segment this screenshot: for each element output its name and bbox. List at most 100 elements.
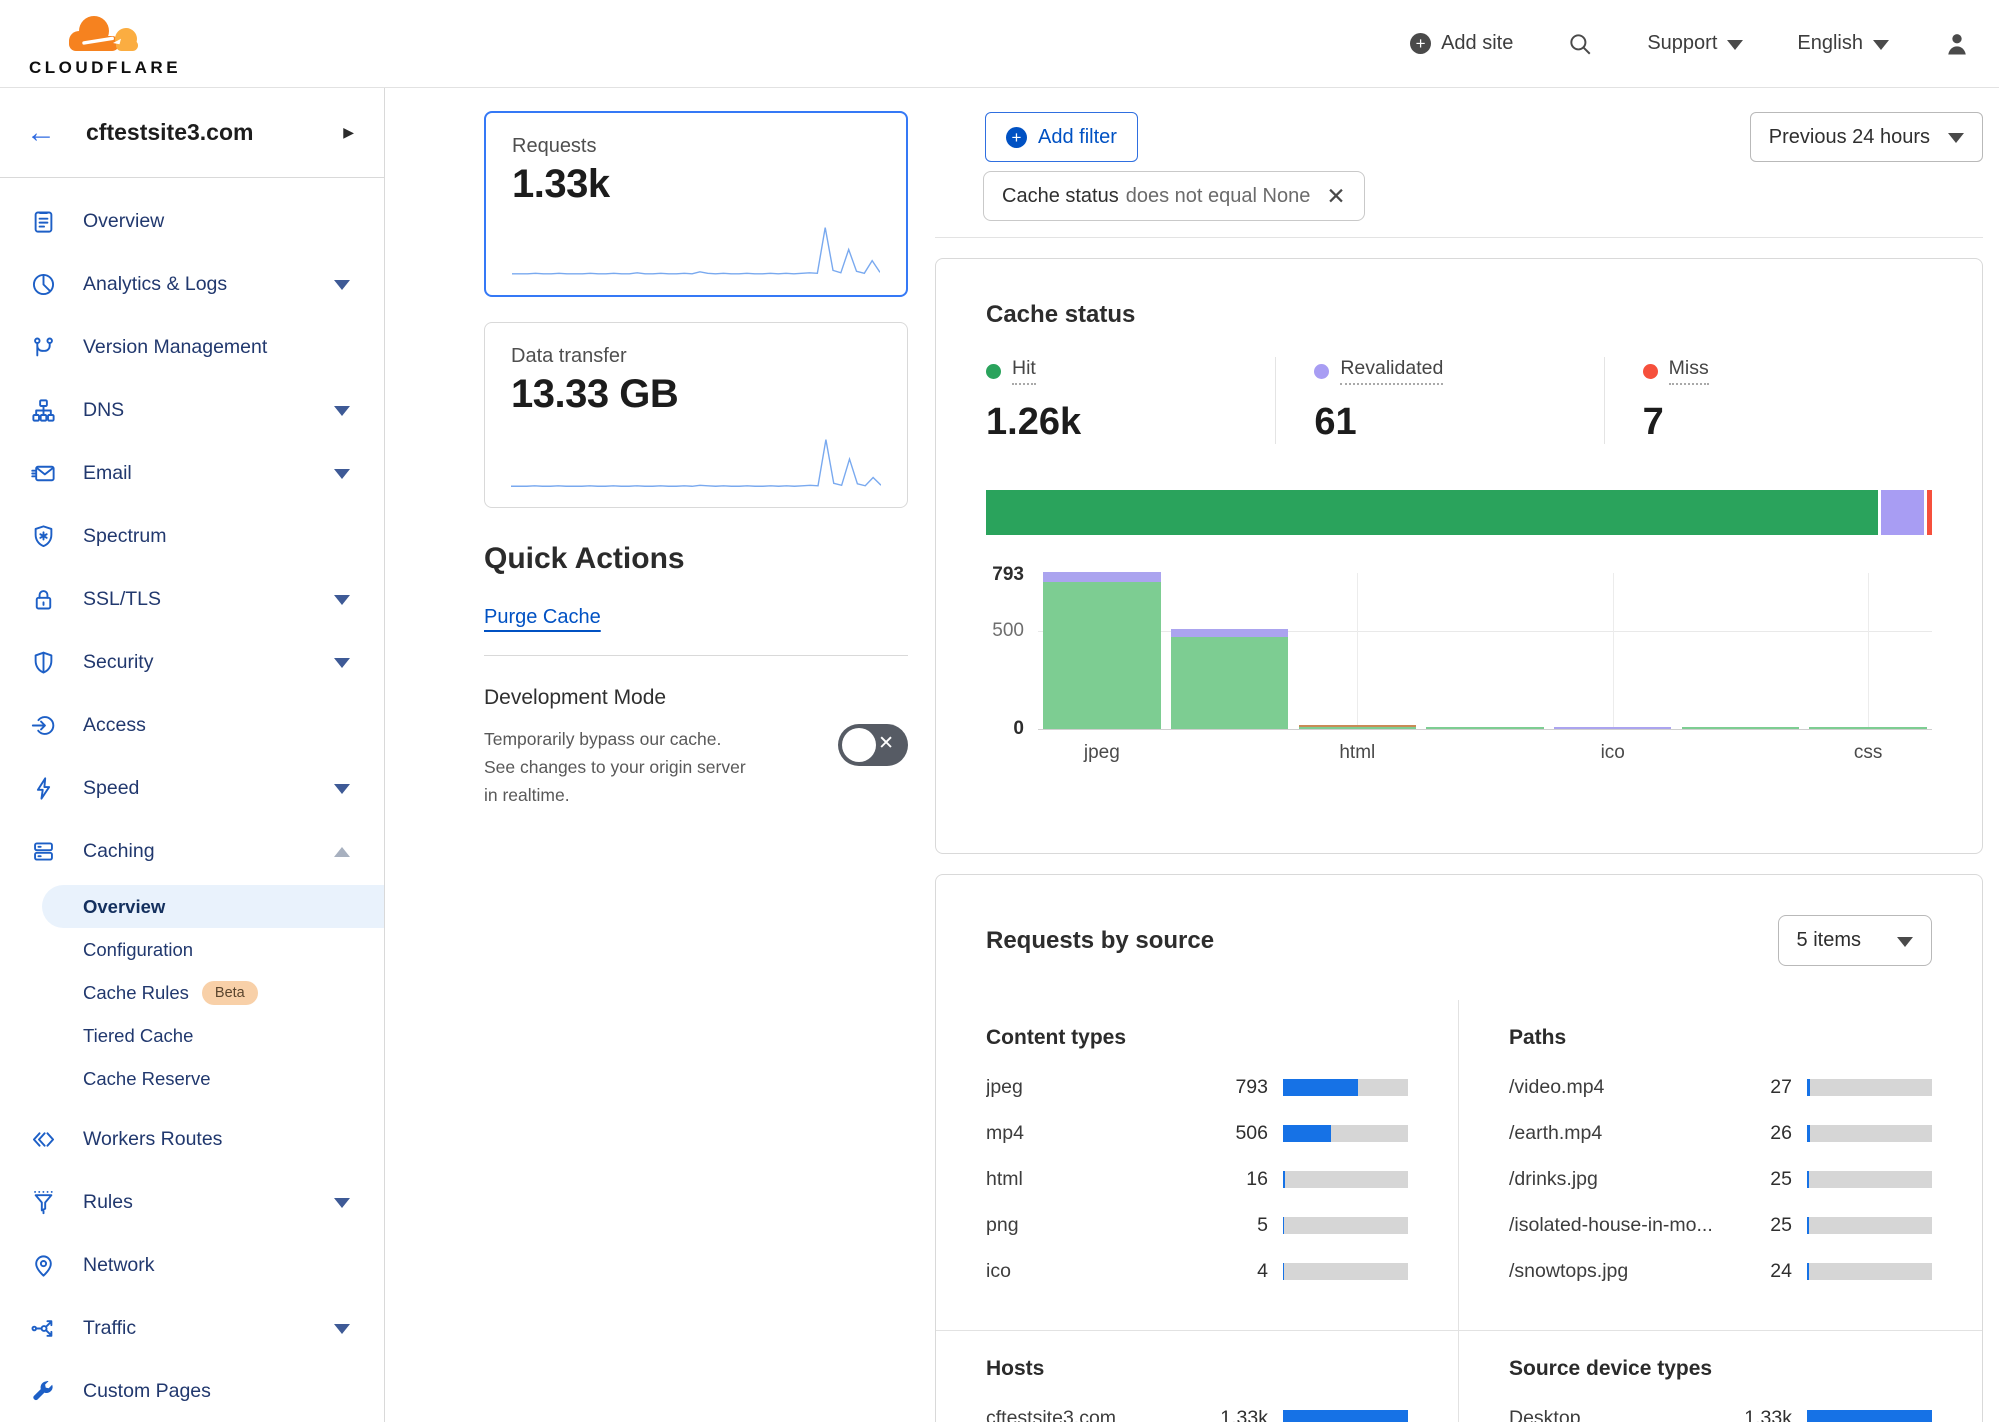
pie-chart-icon [30, 271, 57, 298]
segment-hit [1298, 727, 1417, 729]
sidebar-subitem-cache-rules[interactable]: Cache Rules Beta [0, 971, 384, 1014]
source-row-isolated-house-in-mo[interactable]: /isolated-house-in-mo... 25 [1509, 1202, 1932, 1248]
requests-by-source-grid: Content types jpeg 793 mp4 506 html 16 png 5 ico 4… [936, 1000, 1982, 1422]
cloudflare-logo[interactable]: CLOUDFLARE [20, 10, 190, 78]
sidebar-item-overview[interactable]: Overview [0, 190, 384, 253]
source-section-title: Paths [1509, 1026, 1567, 1049]
sidebar-subitem-label: Cache Reserve [83, 1067, 211, 1089]
source-row-value: 1.33k [1744, 1406, 1792, 1422]
source-row-mp4[interactable]: mp4 506 [986, 1110, 1408, 1156]
sidebar-item-custom-pages[interactable]: Custom Pages [0, 1360, 384, 1422]
analytics-panel: + Add filter Previous 24 hours Cache sta… [935, 88, 1999, 1422]
sidebar-item-speed[interactable]: Speed [0, 757, 384, 820]
cache-status-filter-chip[interactable]: Cache status does not equal None ✕ [983, 171, 1365, 221]
development-mode-toggle[interactable]: ✕ [838, 724, 908, 766]
gridline-500 [1038, 631, 1932, 632]
sidebar-item-label: DNS [83, 399, 125, 421]
stat-value: 1.26k [986, 401, 1082, 443]
source-row-snowtops-jpg[interactable]: /snowtops.jpg 24 [1509, 1248, 1932, 1294]
bolt-icon [30, 775, 57, 802]
add-site-button[interactable]: + Add site [1410, 32, 1513, 55]
top-header: CLOUDFLARE + Add site Support English [0, 0, 1999, 88]
data-transfer-card-label: Data transfer [511, 345, 627, 367]
source-row-meter [1807, 1078, 1932, 1096]
requests-metric-card[interactable]: Requests 1.33k [484, 111, 908, 297]
stat-label[interactable]: Miss [1668, 357, 1709, 385]
source-row-meter [1283, 1170, 1408, 1188]
plus-circle-icon: + [1006, 126, 1027, 148]
source-row-desktop[interactable]: Desktop 1.33k [1509, 1395, 1932, 1422]
purge-cache-link[interactable]: Purge Cache [484, 606, 601, 628]
source-row-meter [1283, 1409, 1408, 1422]
source-row-jpeg[interactable]: jpeg 793 [986, 1064, 1408, 1110]
support-menu[interactable]: Support [1647, 32, 1744, 55]
sidebar-item-label: Spectrum [83, 525, 167, 547]
development-mode-section: Development Mode Temporarily bypass our … [484, 686, 908, 809]
chevron-right-icon[interactable]: ▶ [343, 124, 354, 140]
branch-icon [30, 334, 57, 361]
sidebar-subitem-overview[interactable]: Overview [42, 885, 384, 928]
source-row-cftestsite3-com[interactable]: cftestsite3.com 1.33k [986, 1395, 1408, 1422]
data-transfer-metric-card[interactable]: Data transfer 13.33 GB [484, 322, 908, 508]
sidebar-item-rules[interactable]: Rules [0, 1171, 384, 1234]
sidebar-item-spectrum[interactable]: Spectrum [0, 505, 384, 568]
source-row-earth-mp4[interactable]: /earth.mp4 26 [1509, 1110, 1932, 1156]
add-filter-button[interactable]: + Add filter [985, 112, 1138, 162]
source-row-value: 25 [1770, 1167, 1792, 1190]
x-tick-label [1421, 742, 1549, 764]
source-row-value: 26 [1770, 1121, 1792, 1144]
source-row-value: 24 [1770, 1259, 1792, 1282]
source-row-html[interactable]: html 16 [986, 1156, 1408, 1202]
lock-icon [30, 586, 57, 613]
requests-card-label: Requests [512, 135, 597, 157]
user-icon[interactable] [1943, 30, 1971, 58]
meter-fill [1283, 1409, 1408, 1422]
sidebar-subitem-configuration[interactable]: Configuration [0, 928, 384, 971]
vertical-gridline [1868, 573, 1870, 729]
sidebar-item-dns[interactable]: DNS [0, 379, 384, 442]
source-row-label: cftestsite3.com [986, 1406, 1117, 1422]
chevron-down-icon [1948, 133, 1964, 143]
back-arrow-icon[interactable]: ← [26, 115, 56, 149]
sidebar-item-caching[interactable]: Caching [0, 820, 384, 883]
sidebar-subitem-cache-reserve[interactable]: Cache Reserve [0, 1057, 384, 1100]
sidebar-subitem-tiered-cache[interactable]: Tiered Cache [0, 1014, 384, 1057]
sidebar-item-workers-routes[interactable]: Workers Routes [0, 1108, 384, 1171]
source-row-value: 4 [1257, 1259, 1268, 1282]
sidebar-item-email[interactable]: Email [0, 442, 384, 505]
segment-revalidated [1877, 490, 1925, 535]
stat-label[interactable]: Revalidated [1340, 357, 1444, 385]
sidebar-item-network[interactable]: Network [0, 1234, 384, 1297]
meter-fill [1807, 1124, 1810, 1142]
source-row-drinks-jpg[interactable]: /drinks.jpg 25 [1509, 1156, 1932, 1202]
stat-label[interactable]: Hit [1012, 357, 1036, 385]
close-icon[interactable]: ✕ [1326, 182, 1346, 209]
sidebar-item-traffic[interactable]: Traffic [0, 1297, 384, 1360]
sidebar-item-analytics-logs[interactable]: Analytics & Logs [0, 253, 384, 316]
bar-jpeg [1043, 572, 1161, 729]
segment-miss [1924, 490, 1932, 535]
source-row-value: 5 [1257, 1213, 1268, 1236]
source-row-label: mp4 [986, 1121, 1024, 1144]
source-row-ico[interactable]: ico 4 [986, 1248, 1408, 1294]
sidebar-item-ssl-tls[interactable]: SSL/TLS [0, 568, 384, 631]
source-row-png[interactable]: png 5 [986, 1202, 1408, 1248]
segment-revalidated [1553, 727, 1672, 729]
data-transfer-card-value: 13.33 GB [511, 372, 679, 416]
items-count-dropdown[interactable]: 5 items [1777, 915, 1932, 966]
sidebar: ← cftestsite3.com ▶ Overview Analytics & … [0, 88, 385, 1422]
meter-fill [1807, 1262, 1810, 1280]
sidebar-item-access[interactable]: Access [0, 694, 384, 757]
meter-fill [1807, 1170, 1810, 1188]
time-range-dropdown[interactable]: Previous 24 hours [1749, 112, 1983, 162]
stat-head: Revalidated [1314, 357, 1603, 385]
language-menu[interactable]: English [1797, 32, 1889, 55]
sidebar-subitem-label: Overview [83, 895, 166, 917]
sidebar-item-security[interactable]: Security [0, 631, 384, 694]
x-tick-label: css [1853, 742, 1883, 763]
sidebar-item-label: Security [83, 651, 154, 673]
search-icon[interactable] [1567, 31, 1593, 57]
cache-status-title: Cache status [986, 301, 1136, 328]
sidebar-item-version-management[interactable]: Version Management [0, 316, 384, 379]
source-row-video-mp4[interactable]: /video.mp4 27 [1509, 1064, 1932, 1110]
